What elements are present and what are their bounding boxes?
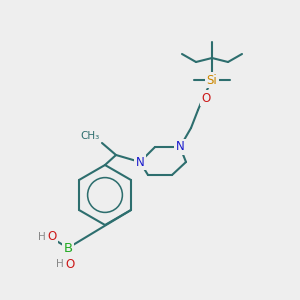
Text: H: H bbox=[56, 259, 64, 269]
Text: N: N bbox=[136, 155, 144, 169]
Text: Si: Si bbox=[207, 74, 218, 86]
Text: O: O bbox=[47, 230, 57, 244]
Text: O: O bbox=[65, 257, 75, 271]
Text: B: B bbox=[63, 242, 73, 254]
Text: CH₃: CH₃ bbox=[81, 131, 100, 141]
Text: H: H bbox=[38, 232, 46, 242]
Text: N: N bbox=[176, 140, 184, 154]
Text: O: O bbox=[201, 92, 211, 104]
